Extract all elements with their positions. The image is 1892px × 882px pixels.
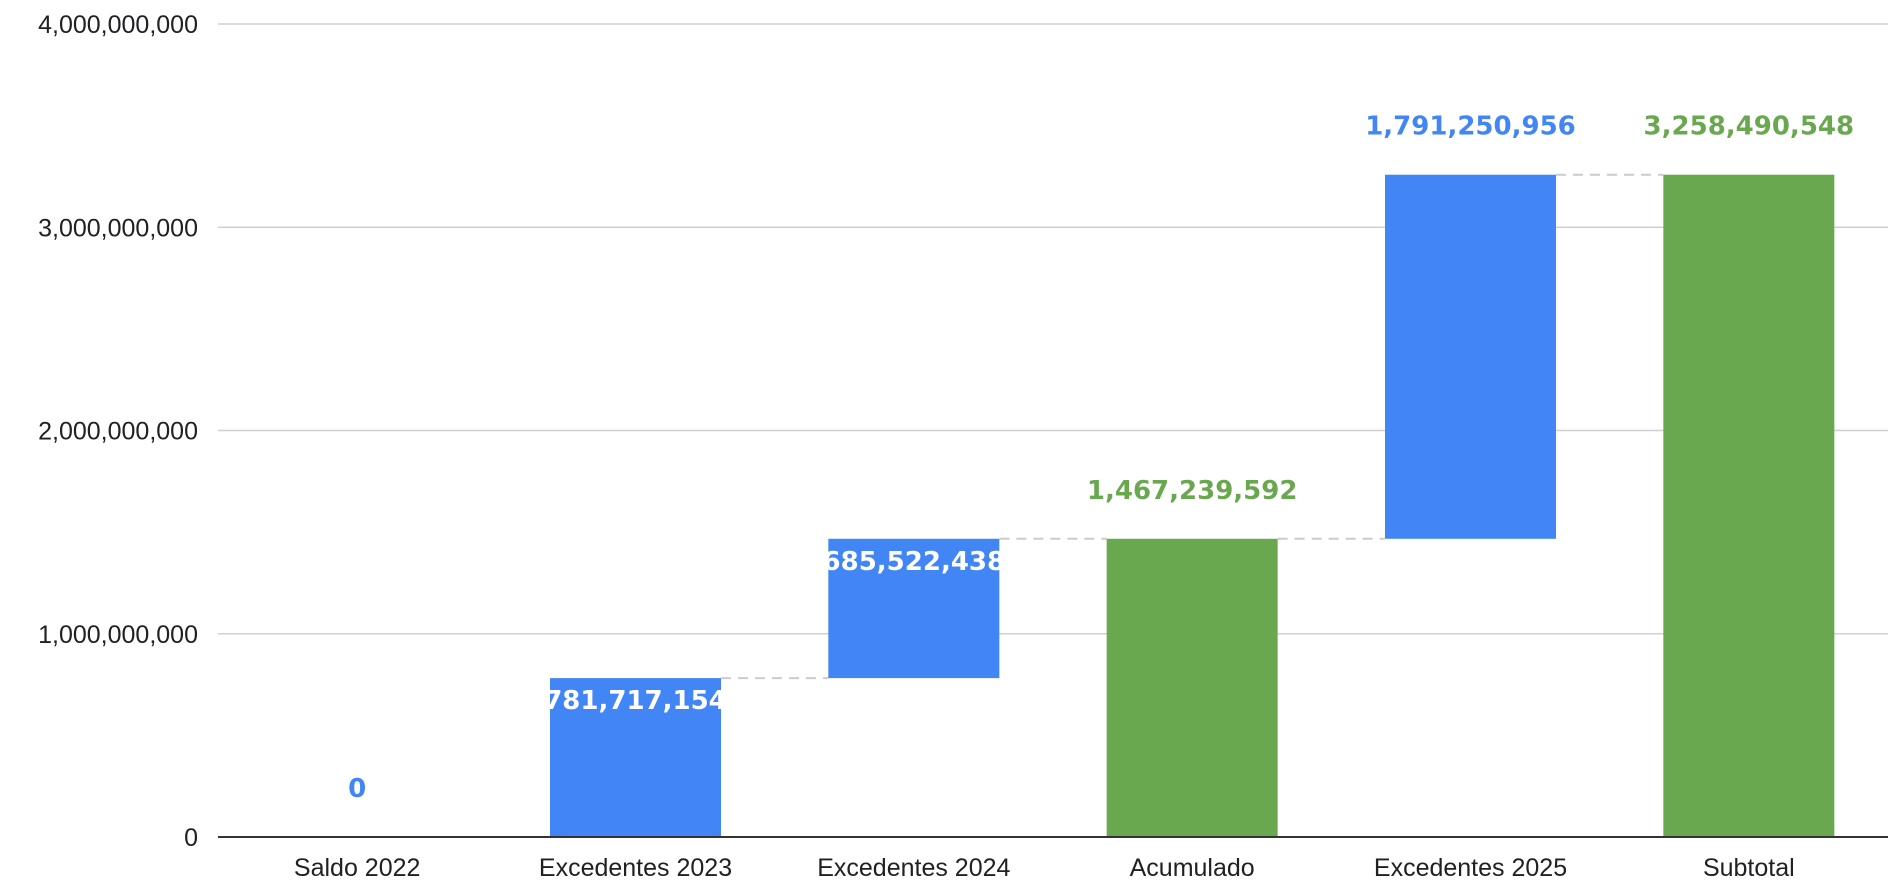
x-axis: Saldo 2022 Excedentes 2023 Excedentes 2024… [294, 854, 1795, 882]
y-tick-label: 2,000,000,000 [38, 418, 198, 446]
y-tick-label: 3,000,000,000 [38, 214, 198, 242]
data-labels: 0 781,717,154 685,522,438 1,467,239,592 1,79… [348, 112, 1854, 804]
x-tick-label: Excedentes 2023 [539, 854, 732, 882]
data-label: 1,467,239,592 [1087, 476, 1298, 506]
data-label: 3,258,490,548 [1644, 112, 1855, 142]
y-tick-label: 4,000,000,000 [38, 11, 198, 39]
bar [1663, 174, 1835, 837]
x-tick-label: Excedentes 2025 [1374, 854, 1567, 882]
data-label: 0 [348, 774, 366, 804]
bar [1106, 538, 1278, 837]
y-tick-label: 0 [184, 824, 198, 852]
data-label: 685,522,438 [823, 547, 1006, 577]
y-axis: 0 1,000,000,000 2,000,000,000 3,000,000,000… [38, 11, 198, 852]
x-tick-label: Acumulado [1130, 854, 1255, 882]
x-tick-label: Subtotal [1703, 854, 1795, 882]
data-label: 1,791,250,956 [1365, 112, 1576, 142]
x-tick-label: Excedentes 2024 [817, 854, 1010, 882]
x-tick-label: Saldo 2022 [294, 854, 421, 882]
bar [828, 538, 1000, 679]
data-label: 781,717,154 [544, 686, 727, 716]
bars [550, 174, 1835, 837]
gridlines [218, 23, 1888, 635]
bar [550, 678, 721, 837]
y-tick-label: 1,000,000,000 [38, 621, 198, 649]
bar [1385, 174, 1556, 539]
